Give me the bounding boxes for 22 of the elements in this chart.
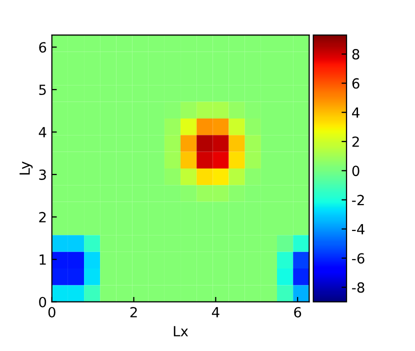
color-bar-label: -4 (352, 224, 364, 234)
y-tick-label: 6 (39, 42, 46, 53)
y-tick-label: 5 (39, 84, 46, 96)
color-bar-label: 8 (352, 49, 360, 60)
y-tick-label: 1 (40, 254, 46, 265)
color-bar-label: -6 (352, 253, 364, 264)
x-axis-title: Lx (174, 326, 188, 336)
y-tick-label: 2 (39, 212, 46, 222)
color-bar-label: 4 (352, 108, 360, 118)
color-bar-label: 0 (352, 166, 360, 176)
y-tick-label: 4 (38, 127, 46, 138)
y-tick-label: 0 (39, 296, 46, 308)
color-bar-label: 6 (352, 78, 360, 89)
x-tick-label: 6 (294, 306, 302, 318)
color-bar-label: -2 (352, 194, 364, 206)
y-tick-label: 3 (39, 169, 46, 180)
x-tick-label: 4 (212, 307, 220, 318)
color-bar-label: -8 (352, 282, 364, 293)
x-tick-label: 0 (48, 306, 56, 318)
y-axis-title: Ly (20, 162, 33, 174)
color-bar-label: 2 (352, 136, 359, 147)
x-tick-label: 2 (130, 306, 137, 318)
